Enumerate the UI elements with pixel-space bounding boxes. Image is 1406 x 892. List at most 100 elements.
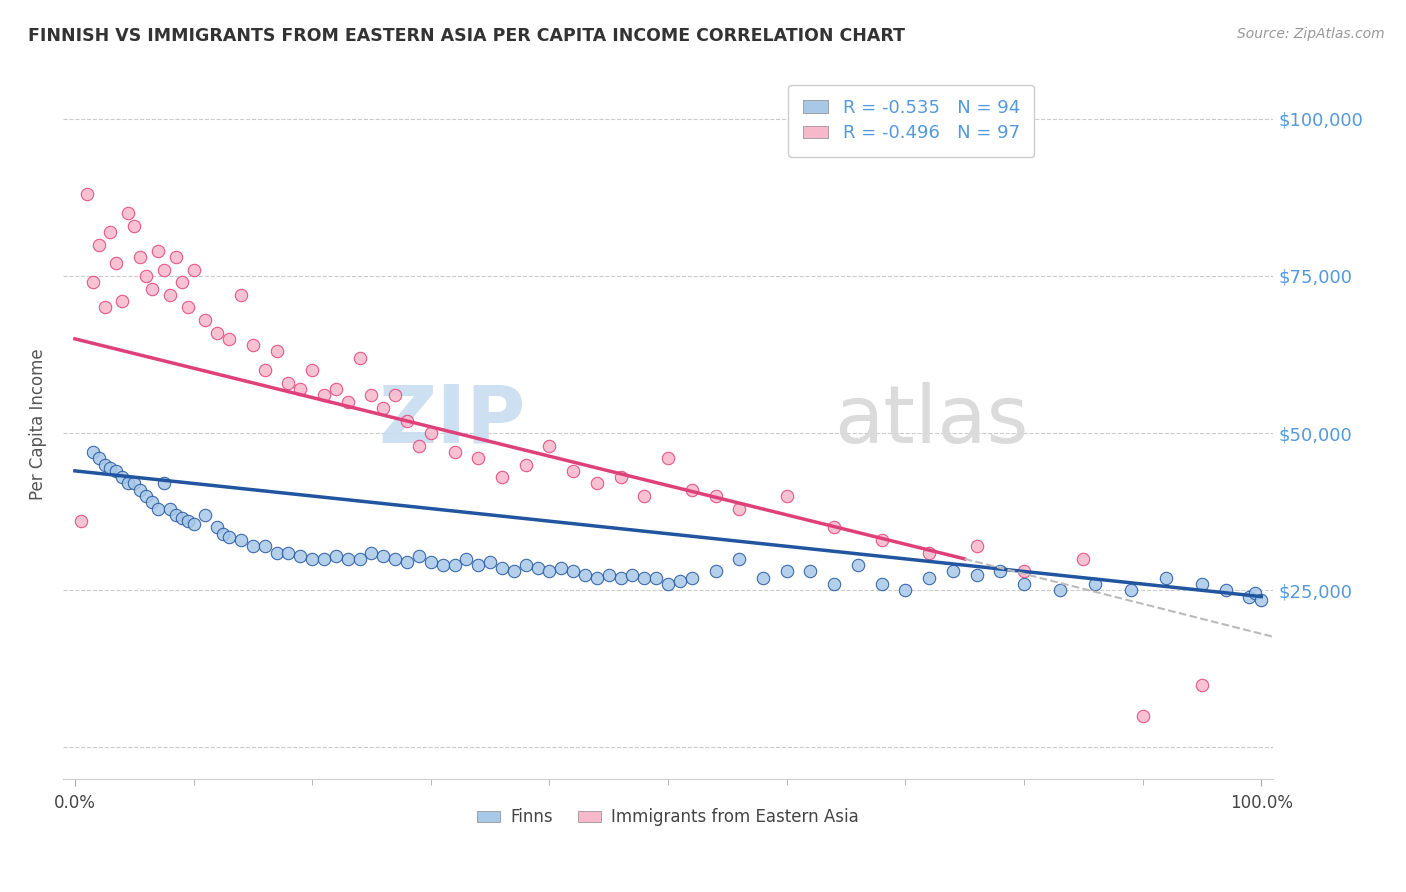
Point <box>212 526 235 541</box>
Point <box>266 546 288 560</box>
Point <box>183 262 205 277</box>
Point <box>1084 577 1107 591</box>
Point <box>146 501 169 516</box>
Point <box>657 451 679 466</box>
Point <box>69 514 91 528</box>
Point <box>657 577 679 591</box>
Point <box>105 256 128 270</box>
Point <box>100 460 122 475</box>
Point <box>467 558 489 573</box>
Point <box>384 552 406 566</box>
Point <box>776 489 799 503</box>
Point <box>704 489 727 503</box>
Point <box>538 565 561 579</box>
Point <box>1191 678 1213 692</box>
Point <box>846 558 869 573</box>
Point <box>491 470 513 484</box>
Point <box>396 413 419 427</box>
Point <box>93 301 115 315</box>
Point <box>301 552 323 566</box>
Point <box>100 225 122 239</box>
Point <box>218 530 240 544</box>
Point <box>1012 565 1035 579</box>
Point <box>988 565 1011 579</box>
Point <box>456 552 478 566</box>
Point <box>432 558 454 573</box>
Point <box>918 571 941 585</box>
Point <box>76 187 98 202</box>
Point <box>491 561 513 575</box>
Point <box>586 476 609 491</box>
Point <box>141 281 163 295</box>
Point <box>1244 586 1267 600</box>
Point <box>526 561 548 575</box>
Text: atlas: atlas <box>834 382 1029 459</box>
Legend: Finns, Immigrants from Eastern Asia: Finns, Immigrants from Eastern Asia <box>468 800 868 835</box>
Point <box>1250 592 1272 607</box>
Point <box>290 382 312 396</box>
Point <box>266 344 288 359</box>
Point <box>117 206 139 220</box>
Point <box>229 288 252 302</box>
Point <box>408 549 430 563</box>
Point <box>207 520 229 534</box>
Point <box>823 520 845 534</box>
Point <box>799 565 821 579</box>
Text: ZIP: ZIP <box>378 382 526 459</box>
Point <box>538 439 561 453</box>
Point <box>728 501 751 516</box>
Point <box>290 549 312 563</box>
Point <box>141 495 163 509</box>
Point <box>1071 552 1094 566</box>
Point <box>87 451 110 466</box>
Point <box>609 470 631 484</box>
Point <box>165 250 187 264</box>
Point <box>621 567 644 582</box>
Point <box>87 237 110 252</box>
Point <box>253 539 276 553</box>
Point <box>515 558 537 573</box>
Point <box>336 394 359 409</box>
Point <box>502 565 524 579</box>
Point <box>1191 577 1213 591</box>
Point <box>894 583 917 598</box>
Point <box>194 508 217 522</box>
Point <box>325 549 347 563</box>
Point <box>396 555 419 569</box>
Point <box>373 401 395 415</box>
Point <box>681 483 703 497</box>
Point <box>669 574 692 588</box>
Point <box>153 262 176 277</box>
Point <box>360 546 382 560</box>
Point <box>479 555 502 569</box>
Point <box>111 294 134 309</box>
Point <box>550 561 572 575</box>
Point <box>918 546 941 560</box>
Point <box>1119 583 1142 598</box>
Point <box>598 567 620 582</box>
Point <box>135 268 157 283</box>
Point <box>609 571 631 585</box>
Y-axis label: Per Capita Income: Per Capita Income <box>30 348 46 500</box>
Point <box>82 445 104 459</box>
Point <box>562 464 585 478</box>
Point <box>301 363 323 377</box>
Point <box>704 565 727 579</box>
Point <box>966 567 988 582</box>
Point <box>645 571 668 585</box>
Point <box>170 511 193 525</box>
Point <box>277 546 299 560</box>
Point <box>823 577 845 591</box>
Point <box>277 376 299 390</box>
Point <box>633 571 655 585</box>
Point <box>1215 583 1237 598</box>
Point <box>117 476 139 491</box>
Point <box>1049 583 1071 598</box>
Point <box>111 470 134 484</box>
Point <box>515 458 537 472</box>
Point <box>776 565 799 579</box>
Point <box>1156 571 1178 585</box>
Point <box>419 555 441 569</box>
Point <box>336 552 359 566</box>
Point <box>82 275 104 289</box>
